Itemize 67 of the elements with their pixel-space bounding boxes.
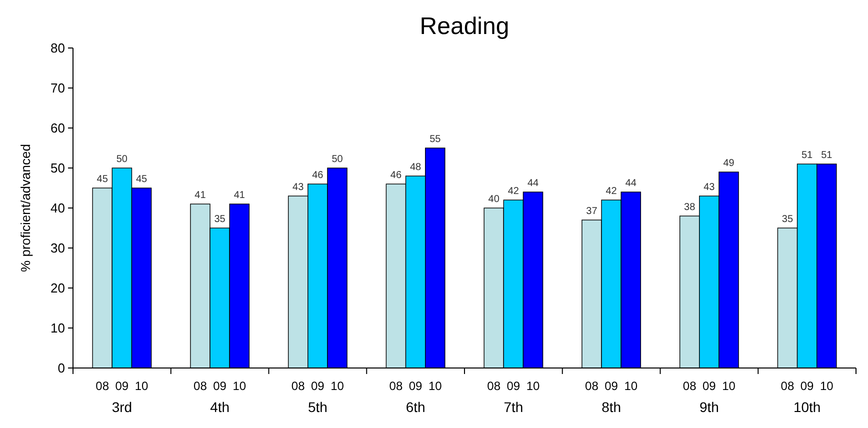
series-label: 09	[115, 379, 129, 393]
text: 08	[780, 379, 794, 393]
text: 10	[526, 379, 540, 393]
x-tick-label: 5th	[308, 399, 328, 415]
text: 10	[820, 379, 834, 393]
x-tick-label: 9th	[699, 399, 719, 415]
text: 09	[408, 379, 422, 393]
y-tick-label: 80	[50, 40, 65, 56]
y-tick-label: 30	[50, 240, 65, 256]
data-label: 41	[234, 190, 246, 201]
text: 10	[330, 379, 344, 393]
data-label: 43	[704, 182, 716, 193]
data-label: 42	[508, 186, 520, 197]
text: 10	[624, 379, 638, 393]
data-label: 35	[782, 214, 794, 225]
data-label: 41	[194, 190, 206, 201]
text: 08	[389, 379, 403, 393]
data-label: 45	[136, 174, 148, 185]
data-label: 40	[488, 194, 500, 205]
text: 09	[604, 379, 618, 393]
y-tick-label: 70	[50, 80, 65, 96]
text: 08	[487, 379, 501, 393]
data-label: 49	[723, 158, 735, 169]
x-tick-label: 7th	[504, 399, 524, 415]
text: 10	[722, 379, 736, 393]
data-label: 46	[312, 170, 324, 181]
data-label: 44	[527, 178, 540, 189]
y-tick-label: 10	[50, 320, 65, 336]
chart-title: Reading	[420, 13, 510, 40]
x-tick-label: 3rd	[112, 399, 132, 415]
text: 10	[428, 379, 442, 393]
series-label: 08	[96, 379, 110, 393]
data-label: 51	[802, 150, 814, 161]
data-label: 35	[214, 214, 226, 225]
data-label: 50	[116, 154, 128, 165]
data-label: 55	[430, 134, 442, 145]
x-tick-label: 6th	[406, 399, 426, 415]
x-tick-label: 10th	[793, 399, 821, 415]
y-tick-label: 60	[50, 120, 65, 136]
x-tick-label: 8th	[602, 399, 622, 415]
data-label: 43	[292, 182, 304, 193]
data-label: 48	[410, 162, 422, 173]
text: 09	[213, 379, 226, 393]
text: 09	[800, 379, 814, 393]
data-label: 44	[625, 178, 637, 189]
text: 09	[311, 379, 324, 393]
y-tick-label: 0	[58, 360, 65, 376]
series-label: 10	[134, 379, 149, 393]
data-label: 50	[332, 154, 344, 165]
data-label: 38	[684, 202, 696, 213]
y-axis-title: % proficient/advanced	[18, 144, 33, 272]
text: 08	[682, 379, 696, 393]
text: 09	[506, 379, 520, 393]
x-tick-label: 4th	[210, 399, 230, 415]
text: 08	[585, 379, 598, 393]
data-label: 37	[586, 206, 598, 217]
text: 10	[232, 379, 246, 393]
y-tick-label: 20	[50, 280, 65, 296]
data-label: 51	[821, 150, 833, 161]
y-tick-label: 50	[50, 160, 65, 176]
data-label: 45	[96, 174, 108, 185]
y-tick-label: 40	[50, 200, 65, 216]
text: 08	[291, 379, 305, 393]
text: 08	[194, 379, 207, 393]
text: 09	[702, 379, 716, 393]
data-label: 42	[606, 186, 618, 197]
data-label: 46	[390, 170, 402, 181]
